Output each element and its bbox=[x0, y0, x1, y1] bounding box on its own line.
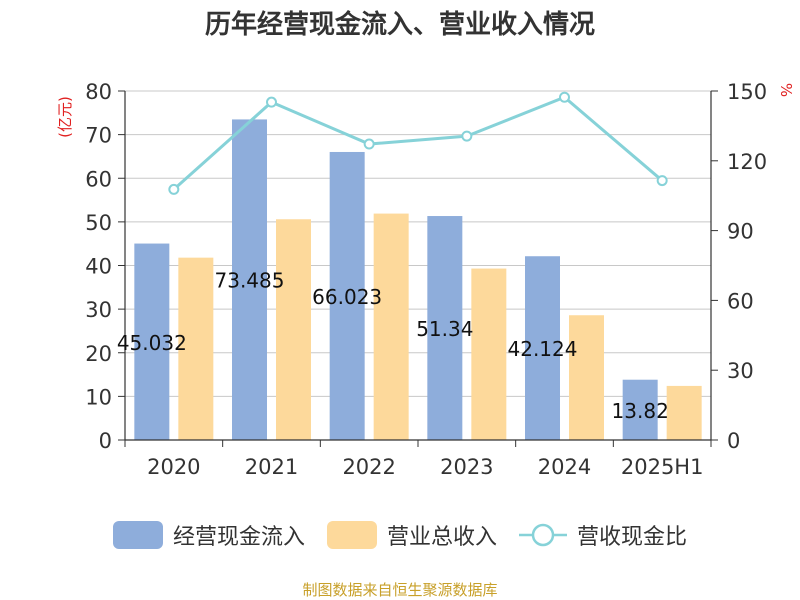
bar bbox=[276, 219, 311, 440]
bar bbox=[622, 379, 658, 440]
y-tick-label: 70 bbox=[85, 124, 112, 148]
legend: 经营现金流入 营业总收入 营收现金比 bbox=[0, 518, 800, 552]
legend-swatch-cash-ratio bbox=[519, 523, 567, 547]
data-label: 73.485 bbox=[215, 269, 285, 293]
y-tick-label: 40 bbox=[85, 255, 112, 279]
y-tick-label: 20 bbox=[85, 342, 112, 366]
bar bbox=[569, 315, 604, 440]
x-tick-label: 2020 bbox=[147, 455, 200, 479]
chart-title: 历年经营现金流入、营业收入情况 bbox=[204, 10, 595, 40]
line-point bbox=[461, 130, 473, 142]
bar bbox=[525, 256, 560, 440]
legend-item-cash-inflow[interactable]: 经营现金流入 bbox=[112, 519, 305, 551]
bar bbox=[471, 268, 507, 440]
legend-item-cash-ratio[interactable]: 营收现金比 bbox=[519, 519, 687, 551]
legend-swatch-cash-inflow bbox=[112, 521, 163, 549]
y2-tick-label: 0 bbox=[727, 429, 740, 453]
x-tick-label: 2025H1 bbox=[621, 455, 704, 479]
y-tick-label: 50 bbox=[85, 211, 112, 235]
source-note: 制图数据来自恒生聚源数据库 bbox=[302, 581, 498, 599]
y-tick-label: 80 bbox=[85, 80, 112, 104]
line-point bbox=[559, 91, 570, 103]
bar bbox=[134, 243, 170, 440]
data-label: 66.023 bbox=[312, 285, 382, 309]
y2-tick-label: 60 bbox=[727, 289, 754, 313]
data-label: 42.124 bbox=[508, 337, 578, 361]
legend-label-cash-ratio: 营收现金比 bbox=[577, 525, 688, 550]
line-point bbox=[363, 138, 375, 150]
data-label: 45.032 bbox=[117, 331, 187, 355]
bar bbox=[329, 151, 365, 440]
legend-item-revenue[interactable]: 营业总收入 bbox=[326, 519, 497, 551]
bar bbox=[178, 257, 214, 440]
y-tick-label: 10 bbox=[85, 385, 112, 409]
line-point bbox=[266, 96, 277, 108]
x-tick-label: 2023 bbox=[440, 455, 493, 479]
y2-tick-label: 120 bbox=[727, 150, 767, 174]
line-point bbox=[168, 183, 180, 195]
bar bbox=[373, 213, 409, 440]
y2-axis-label: % bbox=[777, 83, 795, 97]
y-axis-label: (亿元) bbox=[56, 96, 74, 138]
legend-label-revenue: 营业总收入 bbox=[386, 525, 497, 550]
y-tick-label: 0 bbox=[99, 429, 112, 453]
line-point bbox=[656, 175, 668, 187]
y2-tick-label: 150 bbox=[727, 80, 767, 104]
bar bbox=[666, 385, 702, 440]
bar bbox=[232, 119, 267, 440]
y-tick-label: 30 bbox=[85, 298, 112, 322]
legend-swatch-revenue bbox=[326, 521, 377, 549]
data-label: 51.34 bbox=[416, 317, 473, 341]
x-tick-label: 2021 bbox=[245, 455, 298, 479]
data-label: 13.82 bbox=[612, 399, 669, 423]
x-tick-label: 2024 bbox=[538, 455, 591, 479]
y-tick-label: 60 bbox=[85, 167, 112, 191]
y2-tick-label: 30 bbox=[727, 359, 754, 383]
x-tick-label: 2022 bbox=[342, 455, 395, 479]
series-line bbox=[172, 95, 664, 191]
bar bbox=[427, 216, 463, 440]
y2-tick-label: 90 bbox=[727, 220, 754, 244]
legend-label-cash-inflow: 经营现金流入 bbox=[172, 525, 305, 550]
